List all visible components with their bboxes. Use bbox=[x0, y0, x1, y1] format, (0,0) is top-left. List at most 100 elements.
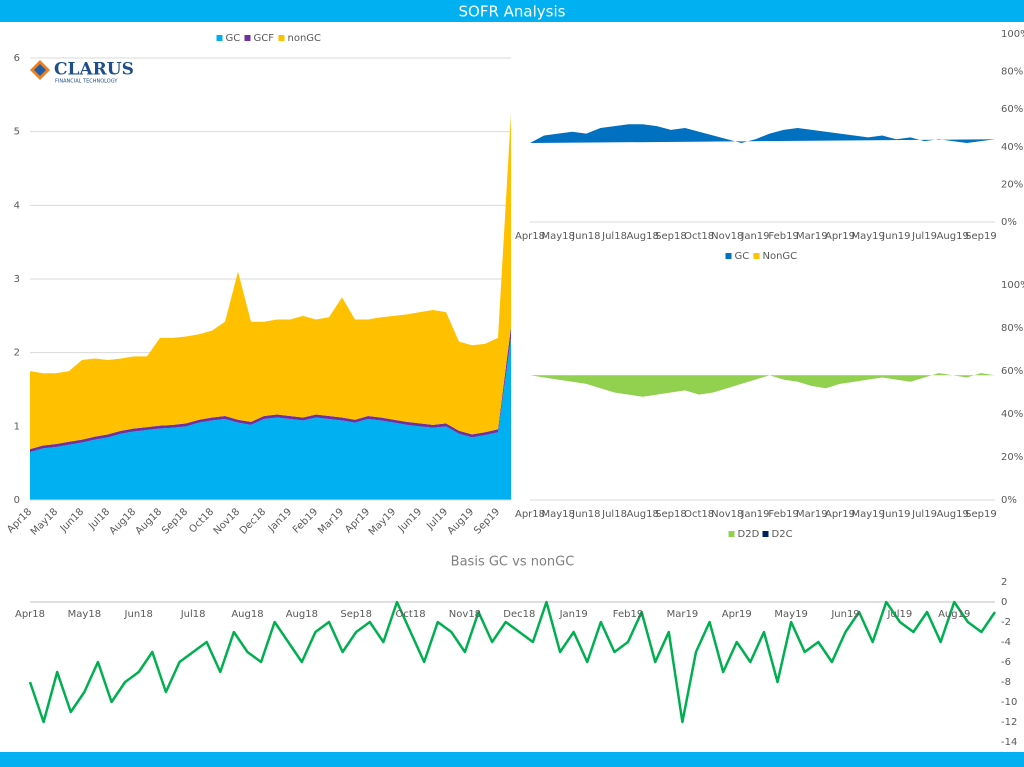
header-bar bbox=[0, 0, 1024, 22]
y-tick-label: 40% bbox=[1001, 409, 1023, 420]
x-tick-label: Jan19 bbox=[740, 509, 769, 520]
x-tick-label: Mar19 bbox=[796, 231, 828, 242]
y-tick-label: 0% bbox=[1001, 217, 1017, 228]
y-tick-label: 80% bbox=[1001, 67, 1023, 78]
y-tick-label: 100% bbox=[1001, 29, 1024, 40]
x-tick-label: Nov18 bbox=[711, 231, 743, 242]
legend-swatch bbox=[762, 531, 769, 537]
area bbox=[530, 373, 995, 397]
x-tick-label: Aug18 bbox=[231, 609, 263, 620]
x-tick-label: Apr18 bbox=[515, 231, 545, 242]
x-tick-label: May18 bbox=[68, 609, 101, 620]
x-tick-label: Sep19 bbox=[472, 506, 502, 536]
x-tick-label: Nov18 bbox=[711, 509, 743, 520]
x-tick-label: Jul19 bbox=[886, 609, 912, 620]
y-tick-label: 2 bbox=[1001, 577, 1007, 588]
x-tick-label: May19 bbox=[774, 609, 807, 620]
x-tick-label: Jul18 bbox=[601, 509, 627, 520]
legend-label: nonGC bbox=[288, 33, 322, 44]
y-tick-label: 20% bbox=[1001, 452, 1023, 463]
x-tick-label: Aug19 bbox=[446, 506, 477, 537]
y-tick-label: -4 bbox=[1001, 637, 1011, 648]
x-tick-label: Apr18 bbox=[15, 609, 45, 620]
x-tick-label: Aug18 bbox=[286, 609, 318, 620]
x-tick-label: Sep18 bbox=[160, 506, 190, 536]
x-tick-label: May18 bbox=[29, 506, 60, 537]
logo-tagline: FINANCIAL TECHNOLOGY bbox=[55, 79, 118, 85]
y-tick-label: 60% bbox=[1001, 104, 1023, 115]
x-tick-label: Aug18 bbox=[627, 509, 659, 520]
y-tick-label: -10 bbox=[1001, 697, 1017, 708]
y-tick-label: 1 bbox=[14, 421, 20, 432]
legend-label: GCF bbox=[254, 33, 275, 44]
x-tick-label: Oct18 bbox=[396, 609, 426, 620]
x-tick-label: Apr19 bbox=[825, 509, 855, 520]
legend-label: GC bbox=[735, 251, 750, 262]
x-tick-label: Sep18 bbox=[655, 231, 687, 242]
x-tick-label: Jul19 bbox=[911, 231, 937, 242]
area bbox=[30, 337, 511, 500]
y-tick-label: 40% bbox=[1001, 142, 1023, 153]
x-tick-label: May19 bbox=[851, 231, 884, 242]
x-tick-label: May19 bbox=[367, 506, 398, 537]
chart-title: Basis GC vs nonGC bbox=[451, 555, 575, 570]
x-tick-label: Mar19 bbox=[316, 506, 346, 536]
y-tick-label: -2 bbox=[1001, 617, 1011, 628]
y-tick-label: 80% bbox=[1001, 323, 1023, 334]
legend-swatch bbox=[725, 253, 732, 259]
x-tick-label: Oct18 bbox=[187, 506, 216, 535]
x-tick-label: Jan19 bbox=[266, 506, 294, 534]
y-tick-label: -8 bbox=[1001, 677, 1011, 688]
chart: 0%20%40%60%80%100%Apr18May18Jun18Jul18Au… bbox=[515, 29, 1024, 262]
y-tick-label: 0% bbox=[1001, 495, 1017, 506]
x-tick-label: Jun19 bbox=[396, 506, 425, 535]
x-tick-label: Feb19 bbox=[613, 609, 643, 620]
x-tick-label: Sep19 bbox=[965, 509, 997, 520]
y-tick-label: 4 bbox=[14, 200, 20, 211]
x-tick-label: Jun18 bbox=[124, 609, 153, 620]
x-tick-label: Jan19 bbox=[740, 231, 769, 242]
x-tick-label: Nov18 bbox=[212, 506, 243, 537]
x-tick-label: Apr19 bbox=[722, 609, 752, 620]
x-tick-label: Sep18 bbox=[340, 609, 372, 620]
area bbox=[30, 326, 511, 453]
area bbox=[530, 124, 995, 144]
page-title: SOFR Analysis bbox=[459, 3, 566, 21]
legend-swatch bbox=[216, 35, 223, 41]
area bbox=[30, 113, 511, 450]
legend-label: D2D bbox=[738, 529, 760, 540]
x-tick-label: Jul18 bbox=[601, 231, 627, 242]
x-tick-label: Aug19 bbox=[938, 609, 970, 620]
x-tick-label: Aug18 bbox=[627, 231, 659, 242]
legend-swatch bbox=[728, 531, 735, 537]
y-tick-label: -6 bbox=[1001, 657, 1011, 668]
line bbox=[28, 600, 997, 724]
x-tick-label: Jun19 bbox=[830, 609, 859, 620]
x-tick-label: Feb19 bbox=[768, 509, 798, 520]
legend-label: D2C bbox=[772, 529, 793, 540]
x-tick-label: Aug18 bbox=[108, 506, 139, 537]
x-tick-label: Jun18 bbox=[571, 231, 600, 242]
y-tick-label: 6 bbox=[14, 53, 20, 64]
y-tick-label: -14 bbox=[1001, 737, 1017, 748]
x-tick-label: Jun19 bbox=[881, 509, 910, 520]
legend-swatch bbox=[753, 253, 760, 259]
y-tick-label: 2 bbox=[14, 348, 20, 359]
y-tick-label: 5 bbox=[14, 127, 20, 138]
x-tick-label: Sep18 bbox=[655, 509, 687, 520]
y-tick-label: 100% bbox=[1001, 280, 1024, 291]
x-tick-label: Mar19 bbox=[667, 609, 699, 620]
x-tick-label: May18 bbox=[541, 231, 574, 242]
legend-label: GC bbox=[226, 33, 241, 44]
x-tick-label: Oct18 bbox=[684, 509, 714, 520]
y-tick-label: 60% bbox=[1001, 366, 1023, 377]
x-tick-label: Aug18 bbox=[134, 506, 165, 537]
x-tick-label: Jul18 bbox=[180, 609, 206, 620]
x-tick-label: Jun19 bbox=[881, 231, 910, 242]
x-tick-label: Dec18 bbox=[503, 609, 535, 620]
x-tick-label: Jul19 bbox=[911, 509, 937, 520]
x-tick-label: Sep19 bbox=[965, 231, 997, 242]
x-tick-label: Apr18 bbox=[515, 509, 545, 520]
